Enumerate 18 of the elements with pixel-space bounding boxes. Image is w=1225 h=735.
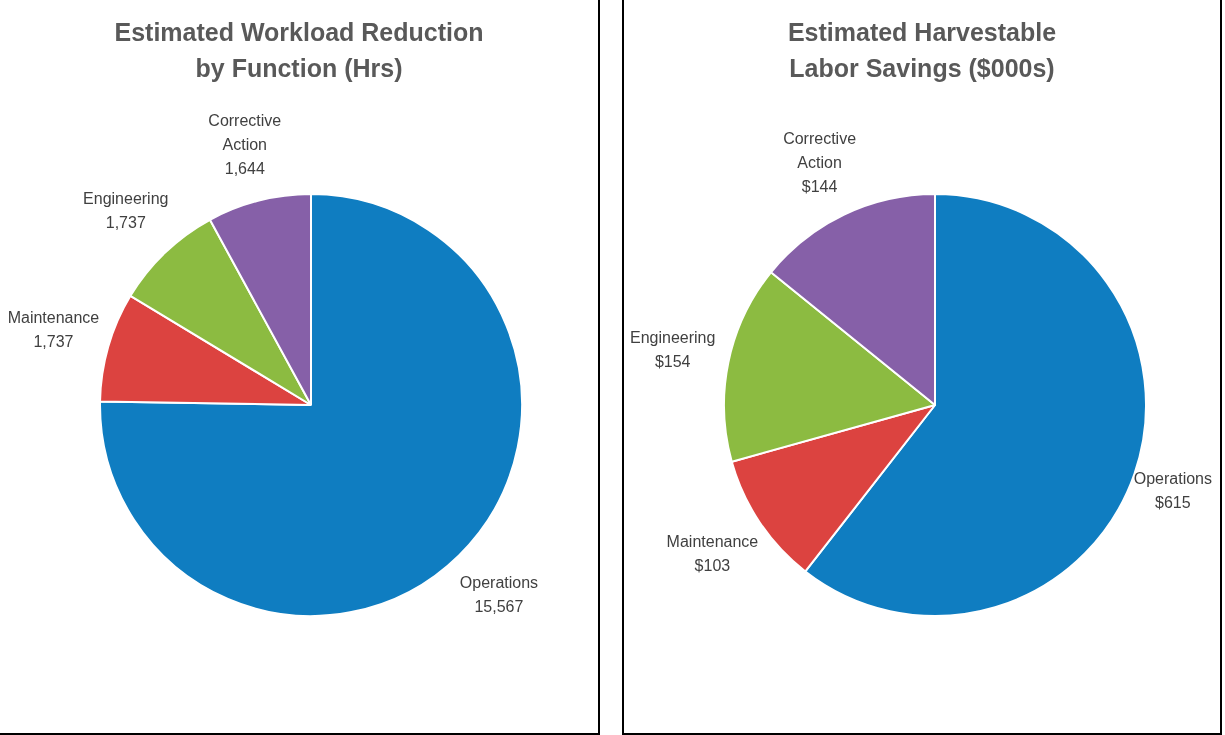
data-label: $103 <box>694 556 731 574</box>
slice-label: Corrective Action <box>208 111 282 153</box>
slice-label: Maintenance <box>7 309 100 327</box>
data-label: 15,567 <box>474 598 524 616</box>
data-label: $144 <box>801 177 838 195</box>
data-label: 1,737 <box>33 333 74 351</box>
data-label: $154 <box>654 353 691 371</box>
data-label: $615 <box>1155 494 1191 512</box>
chart-title: Estimated Harvestable Labor Savings ($000s) <box>786 17 1058 84</box>
slice-label: Engineering <box>83 189 169 207</box>
slice-label: Operations <box>459 574 539 592</box>
data-label: 1,737 <box>105 213 146 231</box>
slice-label: Operations <box>1133 470 1212 488</box>
slice-label: Engineering <box>630 329 716 347</box>
slice-label: Maintenance <box>666 532 759 550</box>
slice-label: Corrective Action <box>783 129 857 171</box>
data-label: 1,644 <box>224 159 265 177</box>
chart-title: Estimated Workload Reduction by Function (Hrs) <box>113 17 485 84</box>
